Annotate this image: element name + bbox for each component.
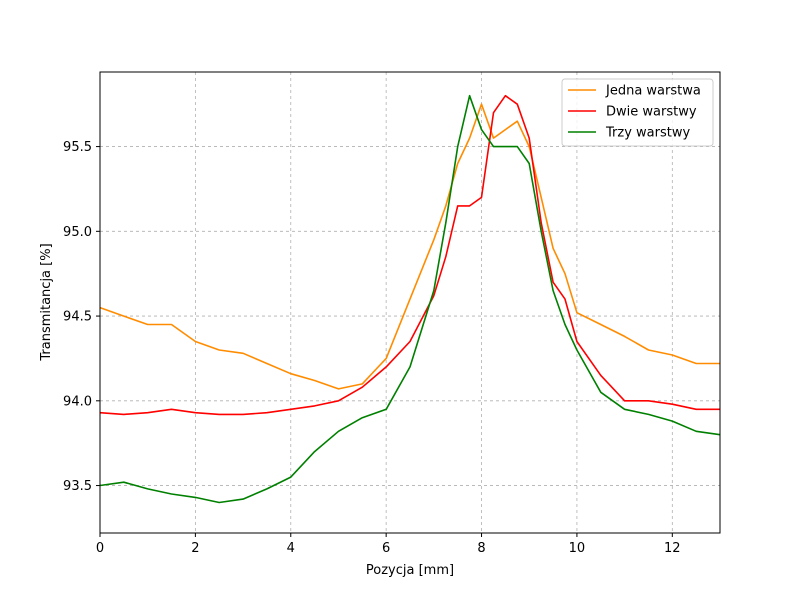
- x-tick-label: 10: [569, 541, 586, 556]
- x-tick-label: 6: [382, 541, 390, 556]
- y-tick-label: 95.5: [63, 140, 92, 155]
- legend-label: Trzy warstwy: [605, 126, 690, 141]
- y-tick-label: 94.5: [63, 310, 92, 325]
- y-axis-ticks: 93.5 94.0 94.5 95.0 95.5: [63, 140, 100, 494]
- x-tick-label: 8: [477, 541, 485, 556]
- series-line-1: [99, 103, 720, 390]
- plot-frame: [99, 71, 721, 534]
- legend: Jedna warstwa Dwie warstwy Trzy warstwy: [561, 78, 714, 147]
- legend-box: [561, 78, 714, 147]
- x-tick-label: 2: [191, 541, 199, 556]
- y-axis-label: Transmitancja [%]: [39, 243, 54, 361]
- legend-label: Dwie warstwy: [606, 105, 697, 120]
- plot-area: [100, 72, 720, 533]
- y-tick-label: 94.0: [63, 394, 92, 409]
- grid-lines: [100, 72, 720, 533]
- series-line-3: [99, 94, 721, 504]
- x-tick-label: 0: [96, 541, 104, 556]
- series-lines: [99, 94, 721, 504]
- x-axis-label: Pozycja [mm]: [366, 563, 454, 578]
- x-axis-ticks: 0 2 4 6 8 10 12: [96, 533, 681, 556]
- legend-label: Jedna warstwa: [605, 84, 701, 99]
- y-tick-label: 93.5: [63, 479, 92, 494]
- x-tick-label: 4: [287, 541, 295, 556]
- series-line-2: [99, 94, 720, 416]
- x-tick-label: 12: [664, 541, 681, 556]
- y-tick-label: 95.0: [63, 225, 92, 240]
